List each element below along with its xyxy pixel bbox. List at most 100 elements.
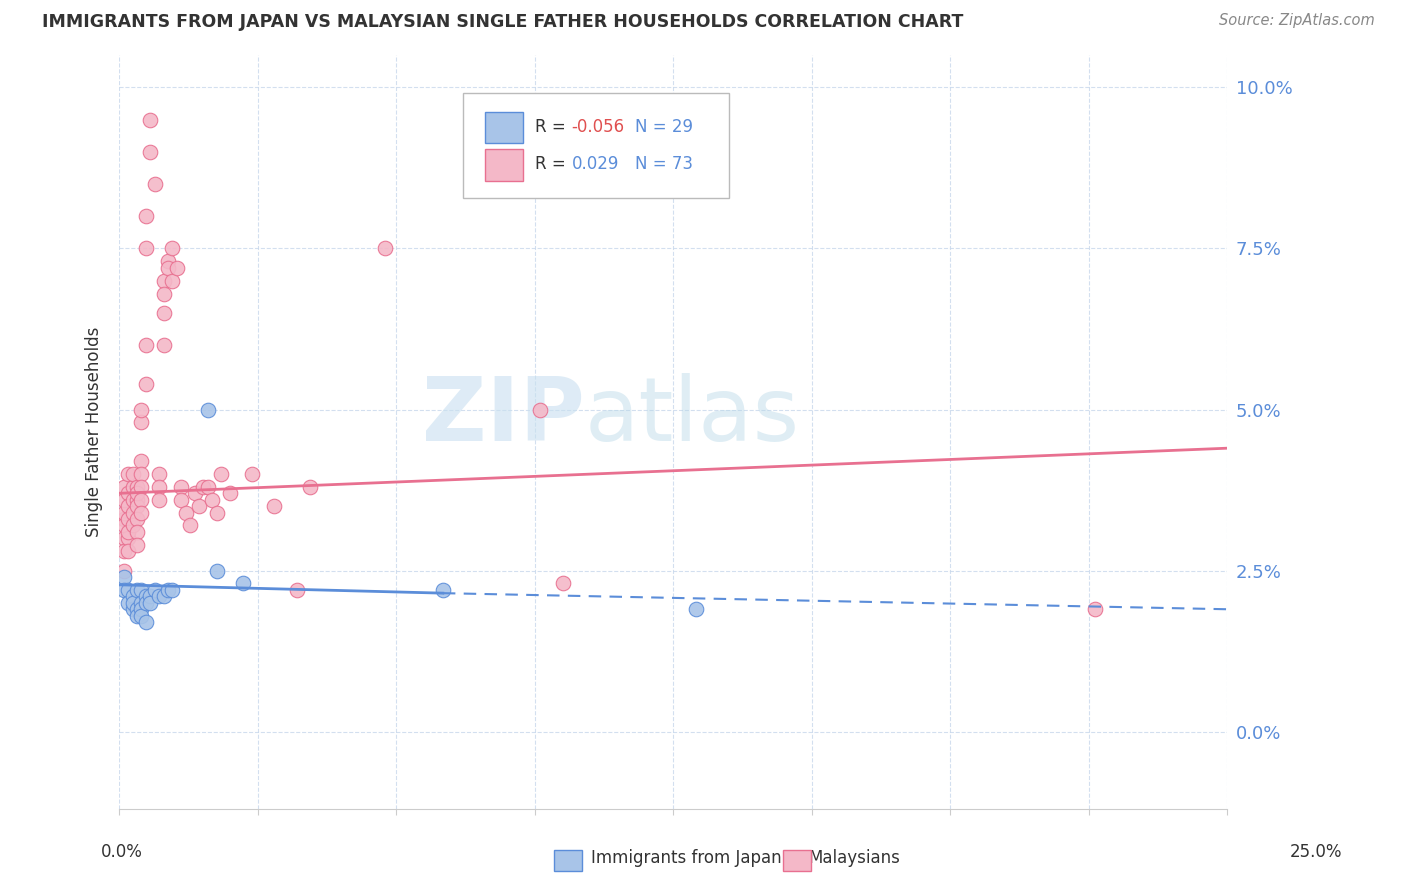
Point <box>143 177 166 191</box>
Y-axis label: Single Father Households: Single Father Households <box>86 326 103 537</box>
Point <box>197 480 219 494</box>
Point <box>131 506 153 520</box>
Point <box>170 480 193 494</box>
Point <box>131 454 153 468</box>
Point <box>112 492 135 507</box>
Point <box>162 582 184 597</box>
Point <box>125 524 148 539</box>
Point <box>209 467 232 481</box>
Point <box>131 582 153 597</box>
Point <box>117 467 139 481</box>
Point <box>193 480 215 494</box>
Point <box>148 467 170 481</box>
Text: 0.029: 0.029 <box>571 155 619 173</box>
Point <box>197 402 219 417</box>
Point <box>139 596 162 610</box>
Text: Source: ZipAtlas.com: Source: ZipAtlas.com <box>1219 13 1375 29</box>
Point <box>152 286 174 301</box>
Point <box>117 544 139 558</box>
Point <box>112 480 135 494</box>
Point <box>374 242 396 256</box>
Point <box>135 242 157 256</box>
Point <box>285 582 308 597</box>
Point <box>529 402 551 417</box>
Point <box>157 582 180 597</box>
Point <box>166 260 188 275</box>
Point <box>157 260 180 275</box>
Point <box>162 274 184 288</box>
Point <box>112 564 135 578</box>
Point <box>188 499 211 513</box>
Point <box>117 499 139 513</box>
FancyBboxPatch shape <box>485 149 523 181</box>
Point <box>201 492 224 507</box>
Point <box>139 112 162 127</box>
Point <box>125 486 148 500</box>
Point <box>135 615 157 629</box>
Point <box>125 492 148 507</box>
Point <box>117 532 139 546</box>
Point <box>117 486 139 500</box>
Point <box>112 544 135 558</box>
Text: Immigrants from Japan: Immigrants from Japan <box>591 849 782 867</box>
Point <box>117 582 139 597</box>
Text: Malaysians: Malaysians <box>808 849 900 867</box>
Point <box>131 402 153 417</box>
Point <box>121 480 143 494</box>
Point <box>121 506 143 520</box>
Point <box>131 608 153 623</box>
Point <box>112 506 135 520</box>
Point <box>121 467 143 481</box>
Text: 0.0%: 0.0% <box>101 843 143 861</box>
Point <box>298 480 321 494</box>
Point <box>135 376 157 391</box>
Point <box>157 254 180 268</box>
Point <box>1083 602 1105 616</box>
Point <box>139 145 162 159</box>
Point <box>263 499 285 513</box>
Point <box>121 518 143 533</box>
Text: 25.0%: 25.0% <box>1291 843 1343 861</box>
FancyBboxPatch shape <box>463 93 728 198</box>
Point <box>135 209 157 223</box>
Point <box>162 242 184 256</box>
Text: N = 73: N = 73 <box>634 155 693 173</box>
Point <box>551 576 574 591</box>
Point <box>174 506 197 520</box>
Text: N = 29: N = 29 <box>634 118 693 136</box>
Point <box>148 480 170 494</box>
Point <box>179 518 201 533</box>
Point <box>112 570 135 584</box>
Point <box>205 506 228 520</box>
Text: atlas: atlas <box>585 374 800 460</box>
Point <box>152 274 174 288</box>
Point <box>125 602 148 616</box>
Point <box>125 499 148 513</box>
Text: R =: R = <box>534 118 571 136</box>
Point <box>125 582 148 597</box>
Point <box>148 492 170 507</box>
Point <box>152 306 174 320</box>
Point <box>112 532 135 546</box>
Point <box>148 590 170 604</box>
Point <box>432 582 454 597</box>
Point <box>135 338 157 352</box>
Point <box>131 467 153 481</box>
Text: -0.056: -0.056 <box>571 118 624 136</box>
Point <box>117 512 139 526</box>
Point <box>112 518 135 533</box>
Point <box>131 602 153 616</box>
Point <box>121 590 143 604</box>
Point <box>131 492 153 507</box>
Text: R =: R = <box>534 155 576 173</box>
Point <box>112 512 135 526</box>
Point <box>170 492 193 507</box>
Point <box>240 467 263 481</box>
Point <box>125 480 148 494</box>
Point <box>152 338 174 352</box>
Point <box>135 590 157 604</box>
Point <box>112 582 135 597</box>
Point <box>121 492 143 507</box>
Point <box>121 602 143 616</box>
Text: ZIP: ZIP <box>422 374 585 460</box>
